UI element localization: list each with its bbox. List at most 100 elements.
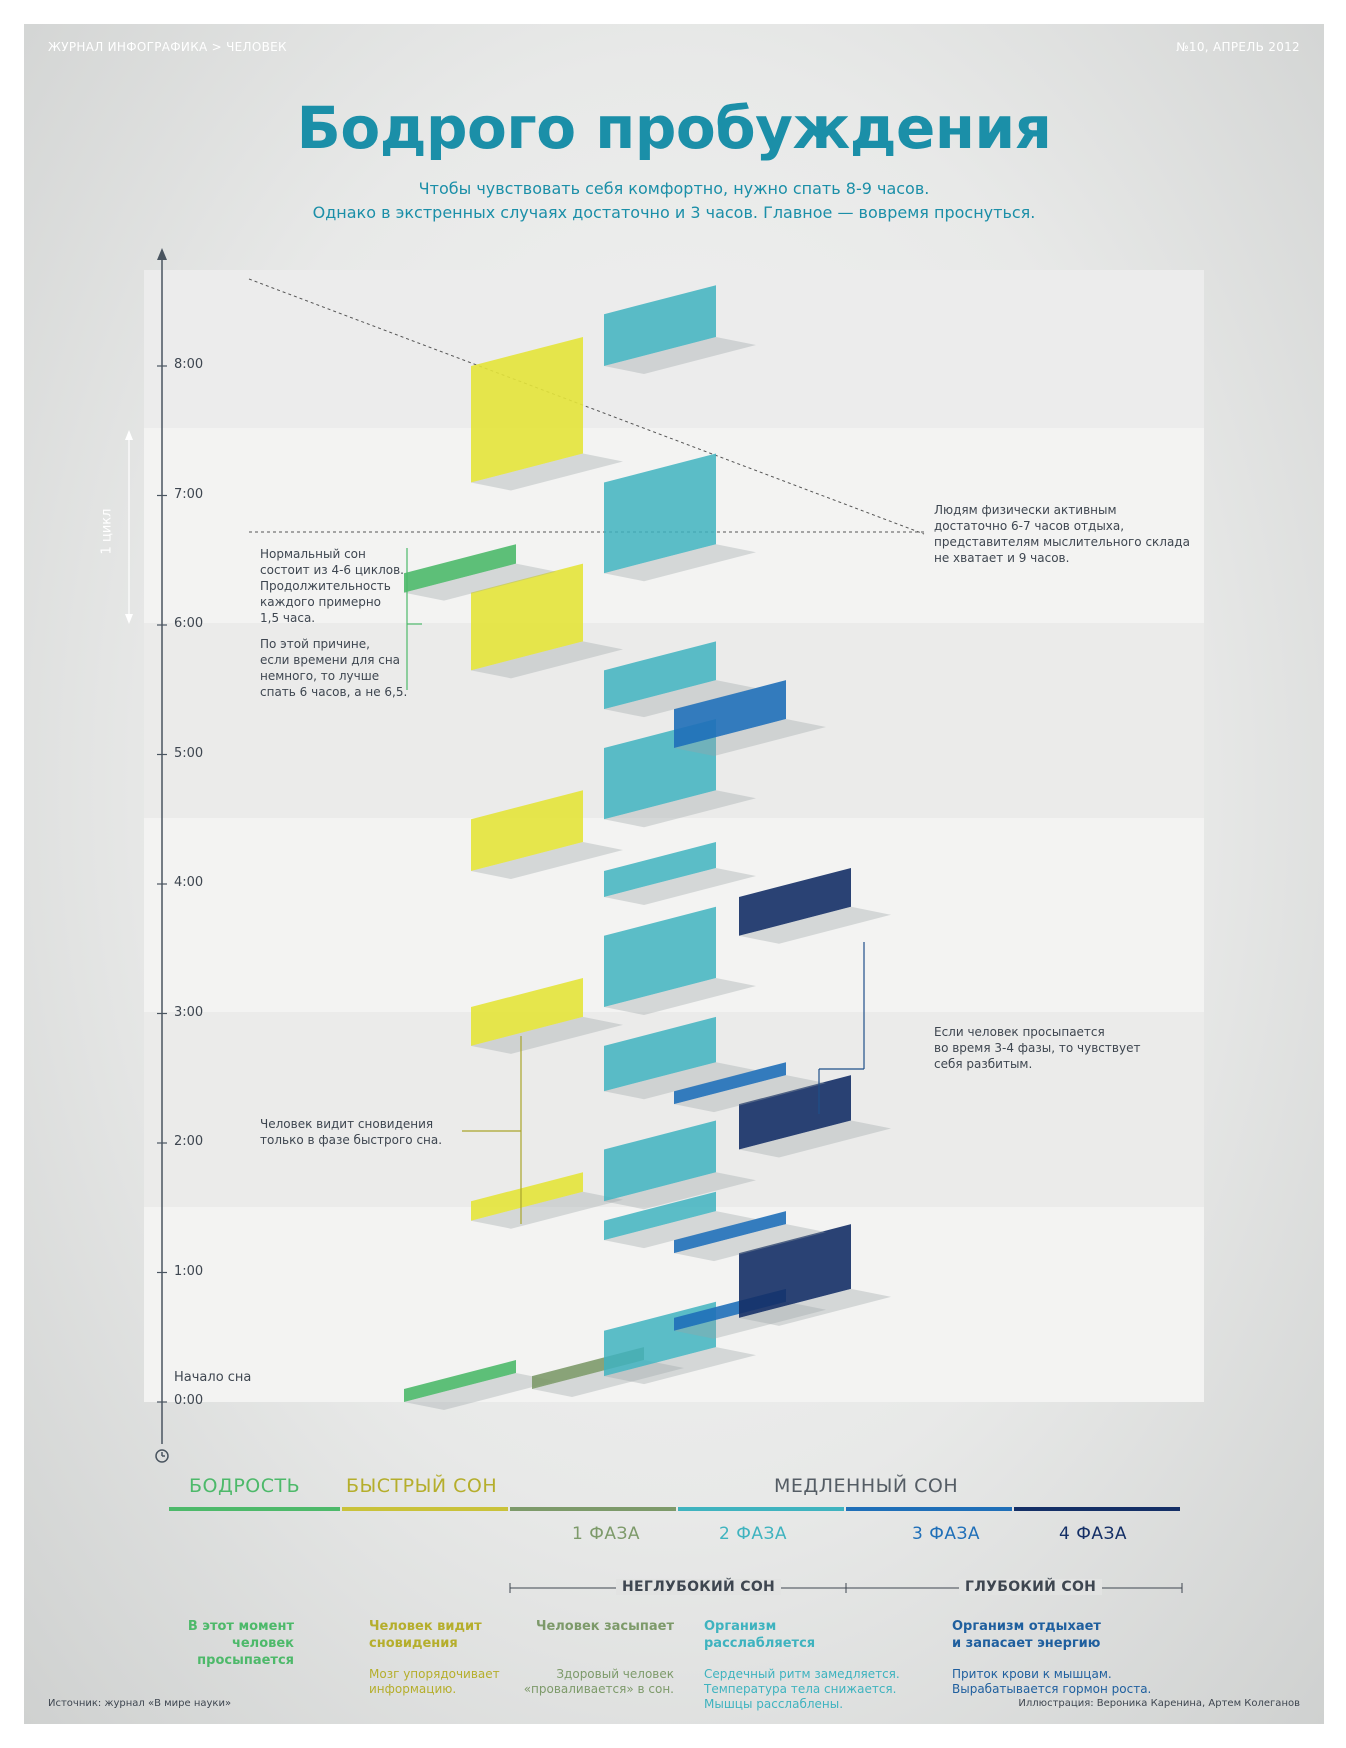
hypnogram-step-rem [471,978,583,1046]
hypnogram-step-phase2 [604,842,716,897]
legend-phase-3: 3 ФАЗА [912,1524,981,1544]
legend-slow-sleep: МЕДЛЕННЫЙ СОН [774,1475,959,1497]
hypnogram-step-phase2 [604,453,716,574]
legend-bar [510,1507,676,1511]
subtitle-line-2: Однако в экстренных случаях достаточно и… [312,203,1036,222]
axis-tick-marks [157,365,167,1403]
hypnogram-step-phase4 [739,1224,851,1318]
hypnogram-step-rem [471,337,583,483]
hypnogram-step-floor [471,1016,623,1054]
note-broken: Если человек просыпается во время 3-4 фаз… [934,1025,1141,1071]
desc-deep-head: Организм отдыхает и запасает энергию [952,1619,1101,1651]
hypnogram-step-rem [471,1172,583,1221]
hypnogram-step-floor [604,1347,756,1385]
desc-deep-body: Приток крови к мышцам. Вырабатывается гор… [952,1667,1152,1696]
hypnogram-step-floor [604,1172,756,1210]
hypnogram-step-floor [471,453,623,491]
legend-phase-1: 1 ФАЗА [572,1524,641,1544]
band-cycle-1 [144,1207,1204,1402]
hypnogram-step-rem [471,790,583,872]
desc-phase2-head: Организм расслабляется [704,1619,816,1651]
clock-icon [155,1449,169,1463]
legend-wake: БОДРОСТЬ [189,1475,301,1497]
axis-tick-label: 3:00 [174,1004,204,1020]
sleep-diagram [125,248,1204,1593]
legend-phase-2: 2 ФАЗА [719,1524,788,1544]
axis-tick-label: 2:00 [174,1134,204,1149]
desc-wake-head: В этот момент человек просыпается [187,1619,294,1668]
desc-phase2-body: Сердечный ритм замедляется. Температура т… [704,1667,900,1711]
note-reason: По этой причине, если времени для сна немн… [260,637,408,699]
legend-bar [678,1507,844,1511]
legend-bar [169,1507,340,1511]
hypnogram-step-rem [471,563,583,671]
axis-tick-label: 5:00 [174,745,204,761]
hypnogram-step-floor [604,337,756,374]
hypnogram-step-floor [674,719,826,757]
label-shallow-sleep: НЕГЛУБОКИЙ СОН [616,1579,782,1595]
hypnogram-step-floor [674,1301,826,1339]
cycle-arrow-up-icon [125,430,133,440]
label-deep-sleep: ГЛУБОКИЙ СОН [959,1579,1103,1595]
legend-bar [342,1507,508,1511]
axis-tick-label: 7:00 [174,486,204,502]
hypnogram-step-floor [604,544,756,582]
legend-rem: БЫСТРЫЙ СОН [346,1475,498,1497]
hypnogram-step-phase2 [604,641,716,710]
axis-tick-label: 0:00 [174,1393,204,1408]
infographic-sheet: ЖУРНАЛ ИНФОГРАФИКА > ЧЕЛОВЕК №10, АПРЕЛЬ… [24,24,1324,1724]
cycle-arrow-down-icon [125,614,133,624]
axis-arrow-icon [157,248,167,260]
subtitle-line-1: Чтобы чувствовать себя комфортно, нужно … [418,179,930,198]
hypnogram-step-phase2 [604,1191,716,1241]
hypnogram-step-phase2 [604,1016,716,1092]
hypnogram-step-phase2 [604,906,716,1008]
footer-credits: Иллюстрация: Вероника Каренина, Артем Ко… [1018,1698,1300,1709]
header-breadcrumb: ЖУРНАЛ ИНФОГРАФИКА > ЧЕЛОВЕК [48,40,287,54]
hypnogram-step-phase3 [674,680,786,749]
hypnogram-step-floor [404,563,556,601]
axis-tick-label: 4:00 [174,875,204,890]
hypnogram-step-floor [471,1191,623,1229]
footer-source: Источник: журнал «В мире науки» [48,1698,232,1709]
hypnogram-stairs [404,285,891,1410]
hypnogram-step-floor [739,1288,891,1326]
hypnogram-step-phase2 [604,285,716,366]
cycle-label: 1 цикл [99,508,115,555]
desc-rem-body: Мозг упорядочивает информацию. [369,1667,500,1696]
note-cycles: Нормальный сон состоит из 4-6 циклов. Прод… [260,547,404,625]
page-title: Бодрого пробуждения [296,94,1052,162]
legend-phase-4: 4 ФАЗА [1059,1524,1128,1544]
legend-bar [846,1507,1012,1511]
legend-bar [1014,1507,1180,1511]
hypnogram-step-floor [739,1120,891,1158]
hypnogram-step-floor [471,842,623,880]
hypnogram-step-floor [674,1075,826,1113]
hypnogram-step-phase3 [674,1211,786,1254]
note-active: Людям физически активным достаточно 6-7 ч… [934,503,1190,565]
hypnogram-step-floor [404,1373,556,1410]
hypnogram-step-wake [404,1360,516,1402]
hypnogram-step-floor [471,641,623,679]
desc-phase1-head: Человек засыпает [535,1619,674,1634]
hypnogram-step-floor [604,1062,756,1100]
hypnogram-step-floor [532,1360,684,1398]
hypnogram-step-wake [404,544,516,593]
hypnogram-step-phase4 [739,1075,851,1150]
hypnogram-step-phase2 [604,1120,716,1202]
hypnogram-step-floor [604,680,756,718]
hypnogram-step-phase3 [674,1062,786,1105]
hypnogram-step-floor [604,867,756,905]
header-issue: №10, АПРЕЛЬ 2012 [1176,40,1300,54]
hypnogram-step-floor [604,1211,756,1249]
desc-phase1-body: Здоровый человек «проваливается» в сон. [523,1667,674,1696]
sleep-start-label: Начало сна [174,1370,252,1385]
axis-tick-label: 6:00 [174,616,204,631]
legend-color-bars [169,1507,1180,1511]
hypnogram-step-phase4 [739,867,851,936]
desc-rem-head: Человек видит сновидения [369,1619,482,1651]
note-dreams: Человек видит сновидения только в фазе бы… [260,1117,443,1147]
hypnogram-step-floor [604,790,756,828]
hypnogram-step-floor [604,978,756,1016]
axis-tick-label: 1:00 [174,1263,204,1279]
